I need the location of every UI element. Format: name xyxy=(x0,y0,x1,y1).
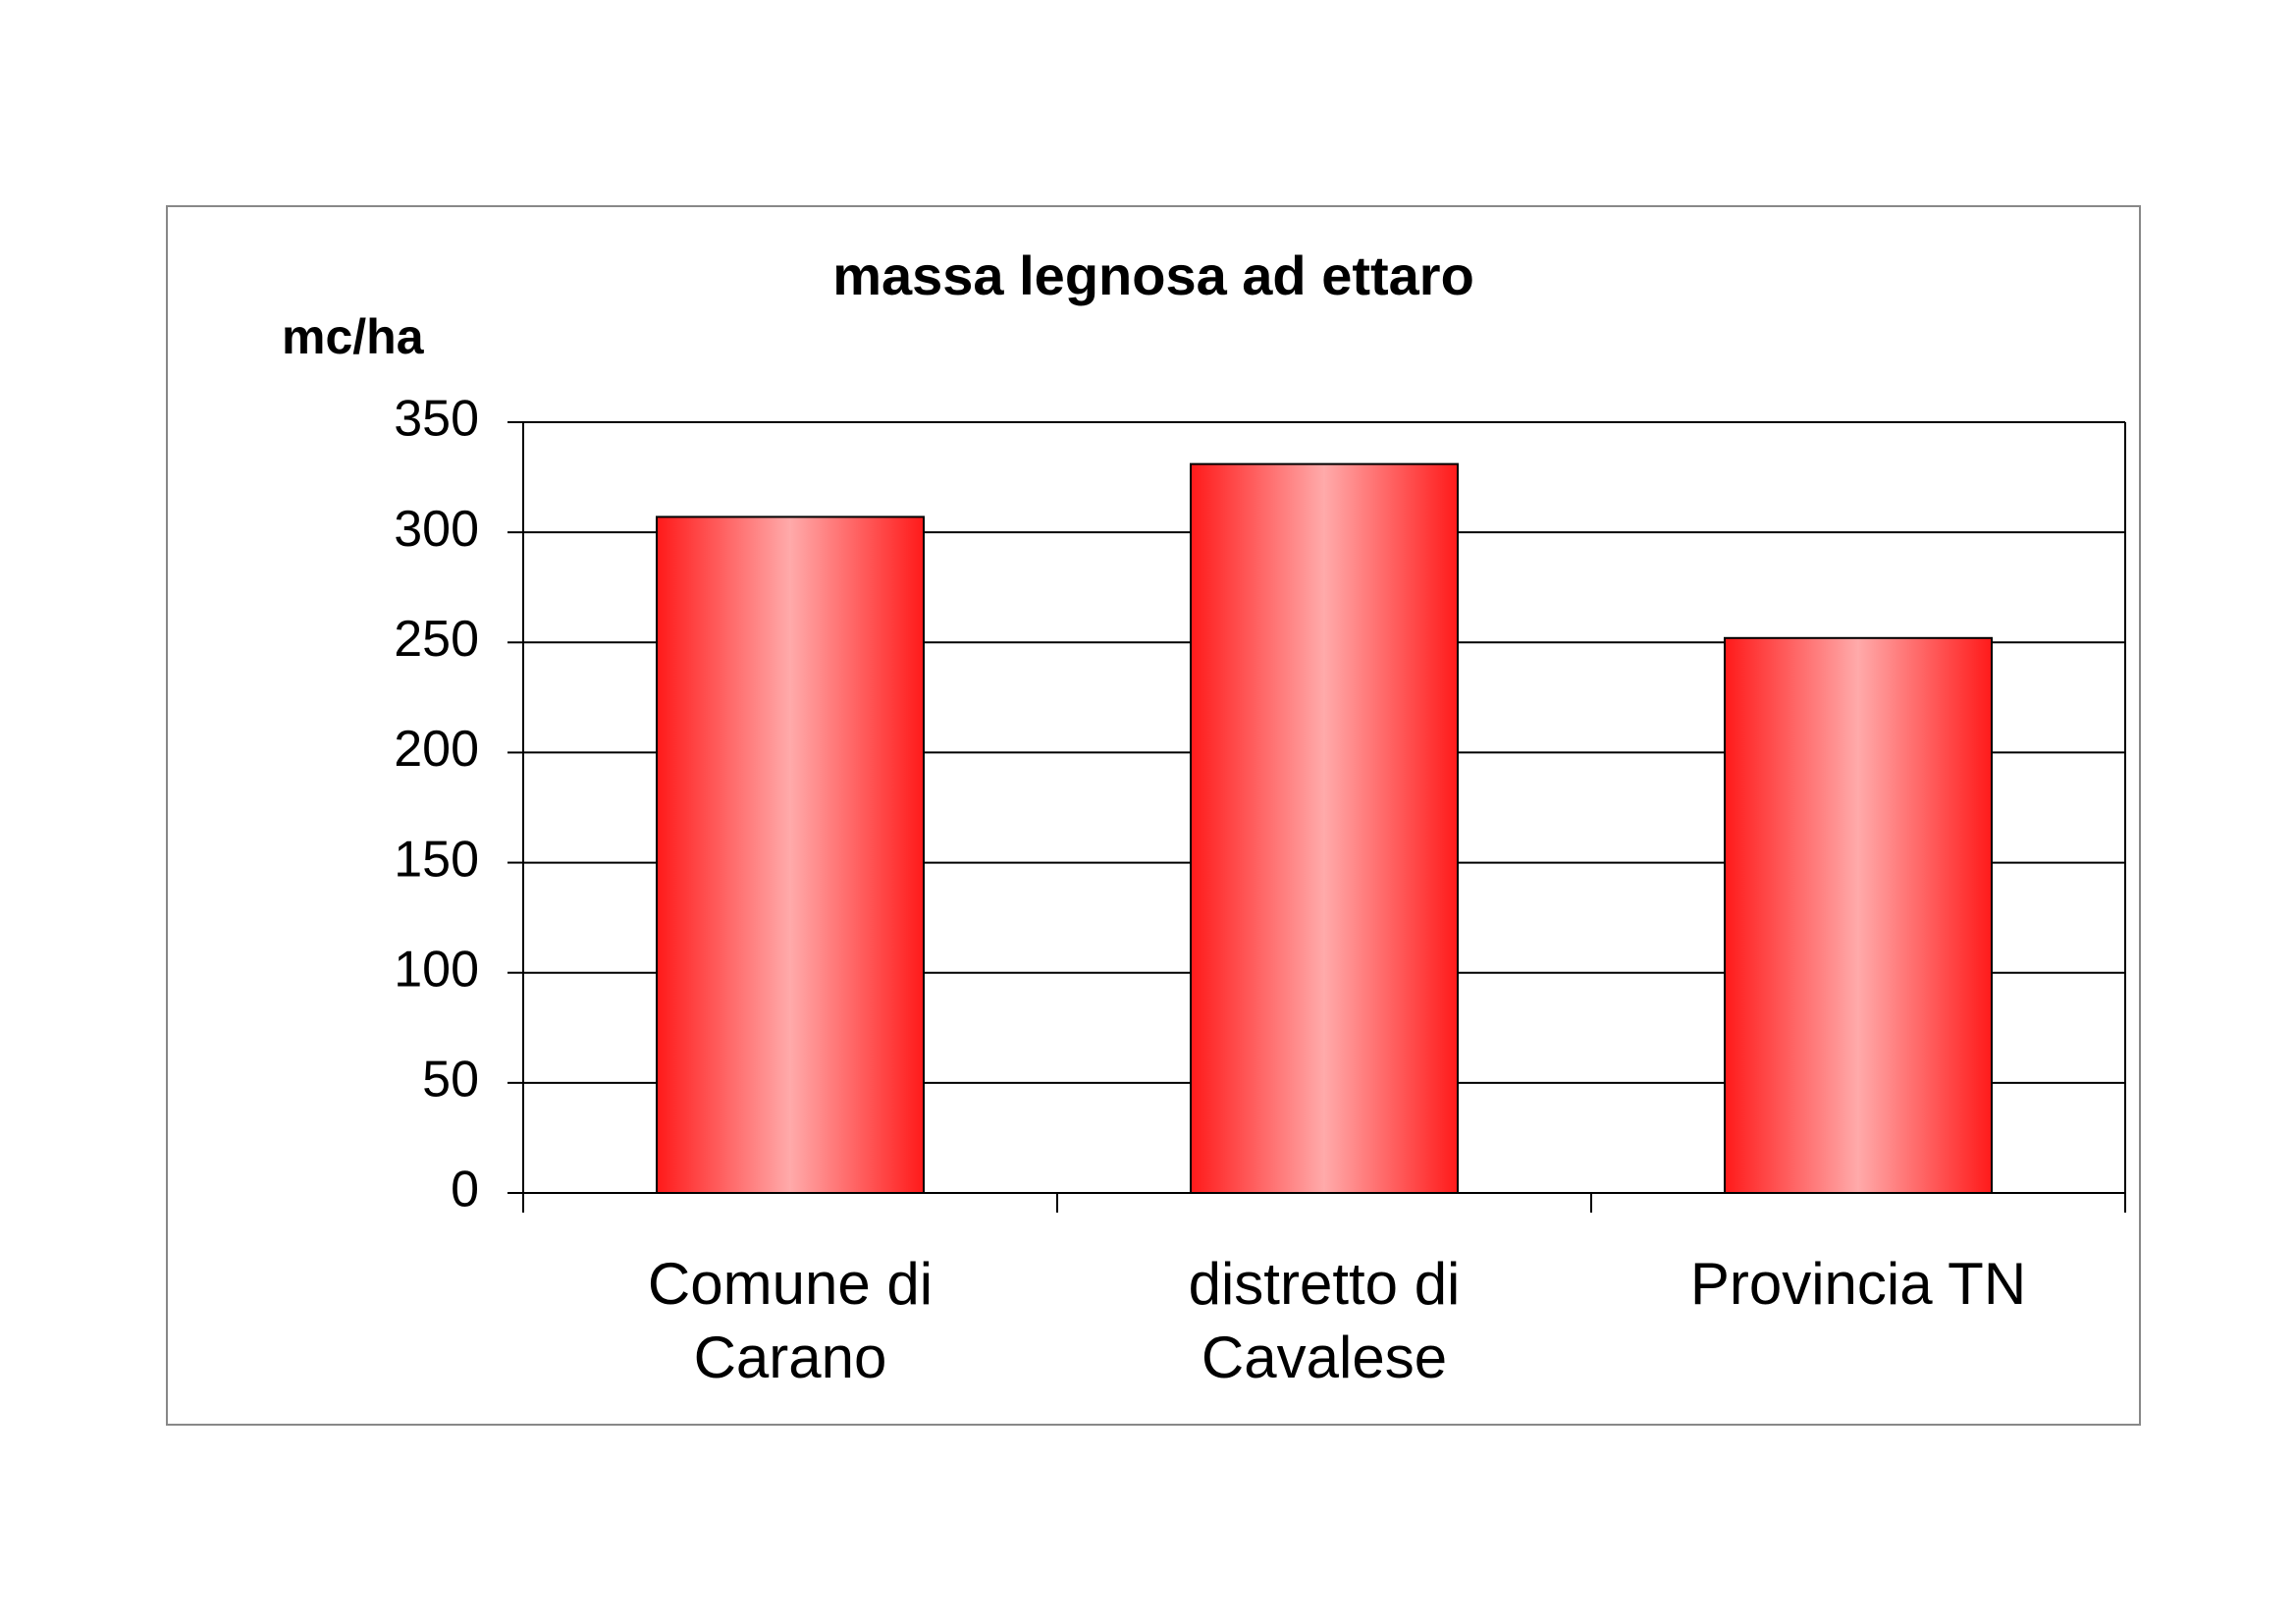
chart-title: massa legnosa ad ettaro xyxy=(832,244,1474,306)
y-tick-label: 200 xyxy=(394,721,479,778)
y-axis-label: mc/ha xyxy=(282,309,425,364)
bar xyxy=(1190,462,1459,1195)
bar xyxy=(656,515,925,1194)
y-tick-label: 350 xyxy=(394,391,479,448)
x-tick-label: Provincia TN xyxy=(1689,1251,2027,1317)
x-tick-label: Comune di Carano xyxy=(647,1251,934,1390)
y-tick-label: 100 xyxy=(394,941,479,998)
x-tick-label: distretto di Cavalese xyxy=(1188,1251,1461,1390)
bar xyxy=(1724,636,1993,1194)
y-tick-label: 150 xyxy=(394,831,479,888)
y-tick-label: 0 xyxy=(451,1162,479,1218)
y-tick-label: 300 xyxy=(394,501,479,558)
y-tick-label: 250 xyxy=(394,611,479,668)
y-tick-label: 50 xyxy=(422,1052,479,1109)
